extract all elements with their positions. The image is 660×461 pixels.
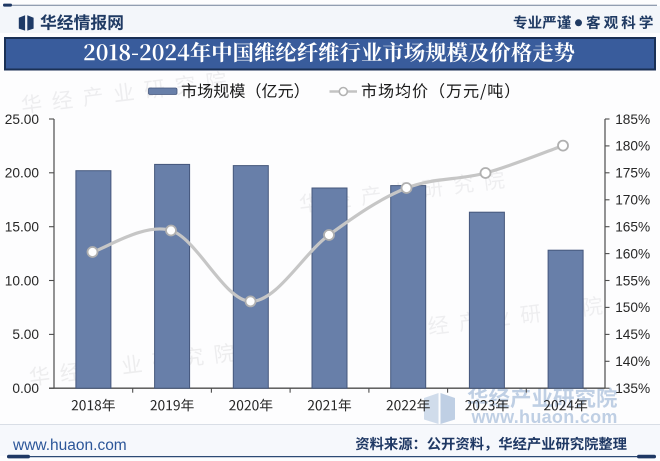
svg-text:www.huaon.com: www.huaon.com (12, 437, 127, 454)
svg-text:15.00: 15.00 (5, 220, 40, 235)
svg-text:160%: 160% (615, 246, 650, 261)
svg-text:0.00: 0.00 (12, 381, 39, 396)
svg-text:165%: 165% (615, 220, 650, 235)
svg-text:170%: 170% (615, 193, 650, 208)
svg-text:140%: 140% (615, 354, 650, 369)
svg-text:135%: 135% (615, 381, 650, 396)
svg-text:185%: 185% (615, 112, 650, 127)
svg-text:150%: 150% (615, 300, 650, 315)
svg-text:25.00: 25.00 (5, 112, 40, 127)
svg-text:10.00: 10.00 (5, 273, 40, 288)
svg-text:155%: 155% (615, 273, 650, 288)
svg-text:175%: 175% (615, 166, 650, 181)
svg-text:www.huaon.com: www.huaon.com (471, 407, 618, 427)
svg-text:20.00: 20.00 (5, 166, 40, 181)
svg-text:5.00: 5.00 (12, 327, 39, 342)
svg-text:180%: 180% (615, 139, 650, 154)
svg-text:145%: 145% (615, 327, 650, 342)
